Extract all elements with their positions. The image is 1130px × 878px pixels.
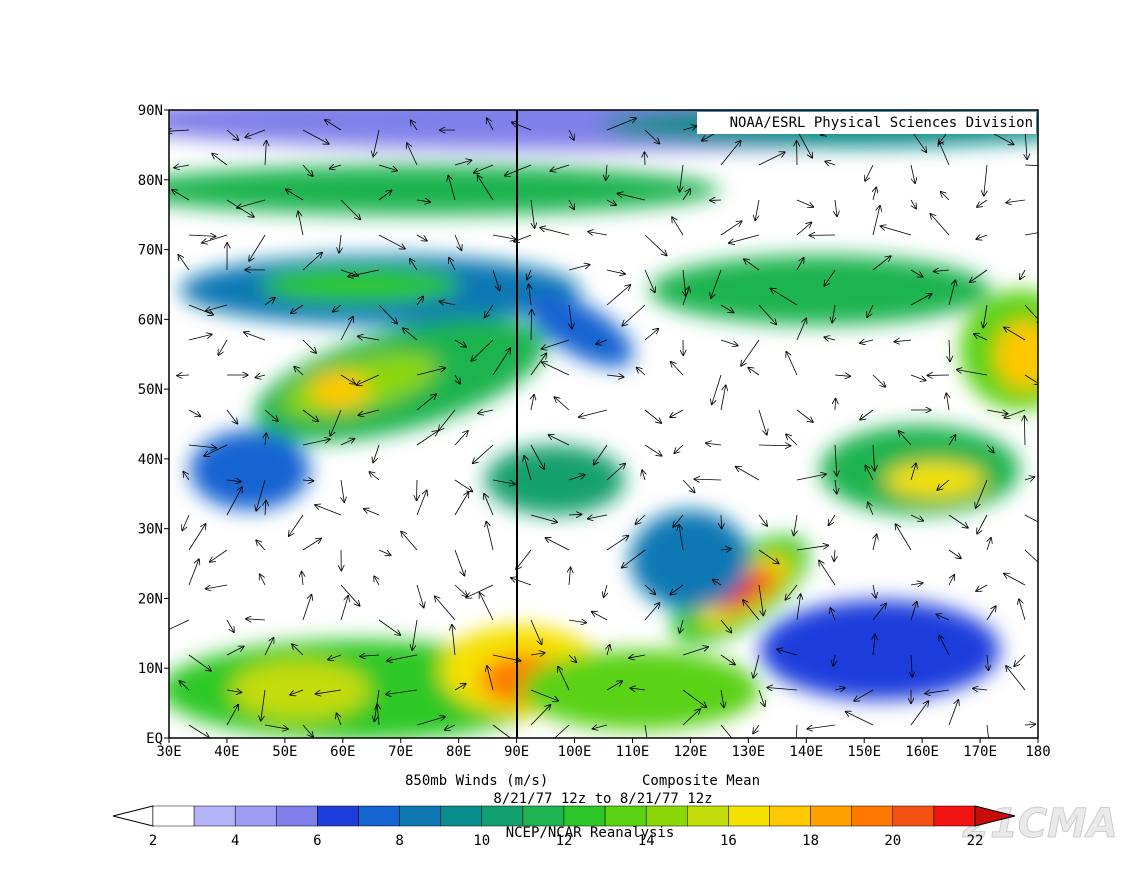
colorbar-label: 8 <box>395 833 403 849</box>
wind-arrow <box>644 152 645 165</box>
speed-contour <box>260 267 460 303</box>
colorbar-swatch <box>605 806 646 826</box>
caption-variable: 850mb Winds (m/s) <box>405 773 548 789</box>
lon-label: 130E <box>731 744 765 760</box>
lat-label: 70N <box>138 243 163 259</box>
speed-contour <box>630 510 750 610</box>
lon-label: 60E <box>330 744 355 760</box>
colorbar-swatch <box>359 806 400 826</box>
lon-label: 120E <box>674 744 708 760</box>
colorbar-swatch <box>482 806 523 826</box>
colorbar-label: 6 <box>313 833 321 849</box>
lon-label: 140E <box>789 744 823 760</box>
colorbar-label: 2 <box>149 833 157 849</box>
speed-contour <box>650 255 990 325</box>
speed-contour <box>760 600 1000 700</box>
colorbar-swatch <box>235 806 276 826</box>
colorbar-swatch <box>687 806 728 826</box>
colorbar-swatch <box>523 806 564 826</box>
colorbar-label: 12 <box>556 833 573 849</box>
lat-label: 30N <box>138 522 163 538</box>
lat-label: 40N <box>138 452 163 468</box>
colorbar-swatch <box>728 806 769 826</box>
colorbar-swatch <box>194 806 235 826</box>
colorbar-under <box>113 806 153 826</box>
lon-label: 50E <box>272 744 297 760</box>
speed-contour <box>520 650 760 730</box>
lon-label: 90E <box>504 744 529 760</box>
colorbar-swatch <box>770 806 811 826</box>
colorbar-label: 4 <box>231 833 239 849</box>
colorbar-swatch <box>153 806 194 826</box>
colorbar-label: 14 <box>638 833 655 849</box>
lon-label: 80E <box>446 744 471 760</box>
colorbar-label: 18 <box>802 833 819 849</box>
lon-label: 70E <box>388 744 413 760</box>
lat-label: 10N <box>138 661 163 677</box>
lon-label: 110E <box>616 744 650 760</box>
colorbar-label: 16 <box>720 833 737 849</box>
lat-label: 90N <box>138 103 163 119</box>
colorbar-swatch <box>893 806 934 826</box>
colorbar-swatch <box>852 806 893 826</box>
lon-label: 150E <box>847 744 881 760</box>
wind-arrow <box>835 399 836 410</box>
watermark: 21CMA <box>962 801 1118 847</box>
colorbar-label: 20 <box>884 833 901 849</box>
speed-contour <box>120 165 720 215</box>
speed-contour <box>190 430 310 510</box>
speed-contour <box>310 372 370 408</box>
colorbar-swatch <box>276 806 317 826</box>
map-title: NOAA/ESRL Physical Sciences Division <box>730 115 1033 131</box>
caption-dates: 8/21/77 12z to 8/21/77 12z <box>493 791 712 807</box>
speed-contour <box>485 445 625 515</box>
lon-label: 40E <box>214 744 239 760</box>
colorbar-swatch <box>811 806 852 826</box>
lon-label: 180 <box>1025 744 1050 760</box>
colorbar-label: 10 <box>473 833 490 849</box>
caption-stat: Composite Mean <box>642 773 760 789</box>
speed-contour <box>995 320 1055 390</box>
lat-label: 60N <box>138 312 163 328</box>
colorbar-swatch <box>564 806 605 826</box>
colorbar-swatch <box>441 806 482 826</box>
lat-label: 20N <box>138 591 163 607</box>
lat-label: 50N <box>138 382 163 398</box>
lon-label: 30E <box>156 744 181 760</box>
colorbar-swatch <box>934 806 975 826</box>
lon-label: 170E <box>963 744 997 760</box>
colorbar-swatch <box>400 806 441 826</box>
lon-label: 160E <box>905 744 939 760</box>
colorbar-swatch <box>317 806 358 826</box>
colorbar-swatch <box>646 806 687 826</box>
lat-label: 80N <box>138 173 163 189</box>
colorbar-label: 22 <box>967 833 984 849</box>
speed-contour <box>885 462 985 498</box>
speed-contour <box>230 660 370 720</box>
lon-label: 100E <box>558 744 592 760</box>
